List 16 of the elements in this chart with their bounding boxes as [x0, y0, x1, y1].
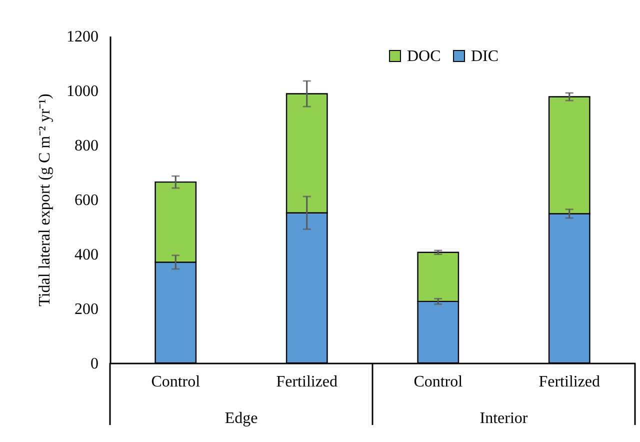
text: Interior — [480, 410, 528, 427]
legend-label: DIC — [471, 48, 499, 65]
x-tick-label: Fertilized — [538, 374, 600, 390]
legend-label: DOC — [407, 48, 441, 65]
x-tick-label: Control — [151, 374, 201, 390]
y-tick-label: 0 — [90, 356, 98, 372]
y-tick-label: 200 — [74, 301, 98, 318]
y-tick-label: 600 — [74, 192, 98, 209]
x-tick-label: Fertilized — [276, 374, 338, 390]
y-tick-label: 1200 — [66, 28, 98, 46]
y-tick-label: 400 — [74, 246, 98, 264]
y-axis-title: Tidal lateral export (g C m⁻² yr⁻¹) — [36, 94, 54, 306]
text: Edge — [224, 410, 258, 427]
x-tick-label: Control — [414, 374, 464, 390]
y-tick-label: 1000 — [66, 83, 98, 100]
y-tick-label: 800 — [74, 138, 98, 154]
